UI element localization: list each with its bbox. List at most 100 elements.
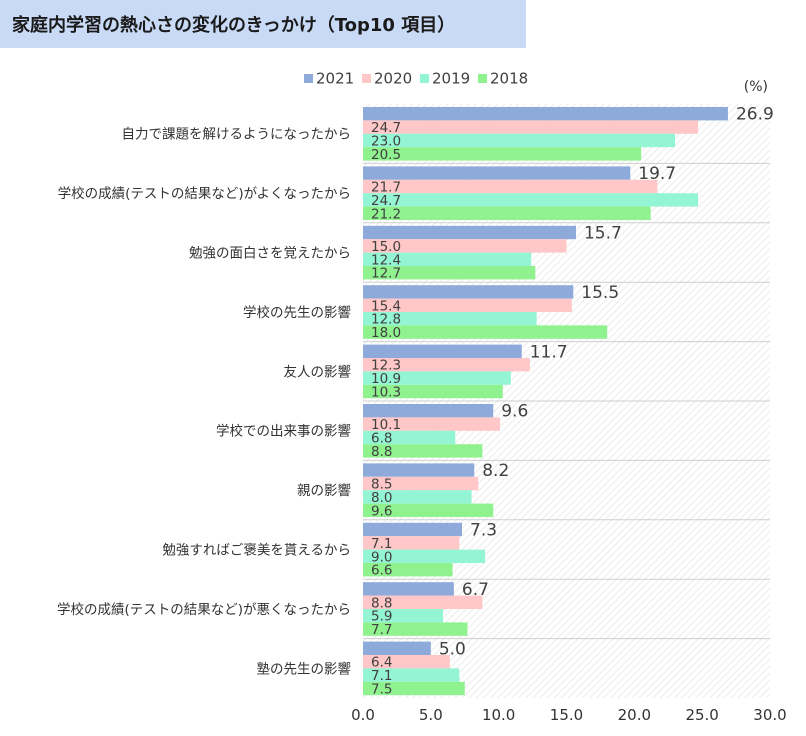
x-tick-label: 15.0 (550, 706, 583, 724)
data-label: 12.4 (371, 252, 401, 268)
legend-label: 2020 (374, 70, 412, 88)
bar-2019 (363, 668, 460, 682)
category-label: 塾の先生の影響 (257, 660, 352, 677)
data-label: 9.6 (501, 402, 528, 422)
bar-2019 (363, 312, 537, 326)
data-label: 15.7 (584, 224, 622, 244)
data-label: 10.1 (371, 417, 401, 433)
data-label: 15.0 (371, 239, 401, 255)
bar-2019 (363, 193, 699, 207)
bar-2021 (363, 641, 431, 655)
data-label: 6.4 (371, 655, 392, 671)
data-label: 26.9 (736, 105, 774, 125)
bar-2018 (363, 266, 536, 280)
data-label: 15.4 (371, 298, 401, 314)
data-label: 10.3 (371, 385, 401, 401)
data-label: 23.0 (371, 134, 401, 150)
data-label: 8.8 (371, 444, 392, 460)
bar-2021 (363, 582, 454, 596)
bar-2019 (363, 549, 486, 563)
x-tick-label: 10.0 (482, 706, 515, 724)
bar-2021 (363, 463, 475, 477)
data-label: 8.5 (371, 477, 392, 493)
bar-2019 (363, 490, 472, 504)
bar-2018 (363, 444, 483, 458)
x-tick-label: 25.0 (685, 706, 718, 724)
data-label: 7.1 (371, 536, 392, 552)
data-label: 24.7 (371, 120, 401, 136)
bar-2020 (363, 239, 567, 253)
bar-2021 (363, 522, 463, 537)
unit-label: (%) (744, 79, 768, 95)
legend-label: 2019 (432, 70, 470, 88)
data-label: 9.6 (371, 503, 392, 519)
bar-2019 (363, 430, 456, 445)
bar-2018 (363, 384, 503, 399)
bar-2021 (363, 107, 728, 121)
bar-2020 (363, 595, 483, 609)
data-label: 7.1 (371, 668, 392, 684)
legend-label: 2021 (316, 70, 354, 88)
bar-2020 (363, 358, 530, 372)
data-label: 7.3 (470, 521, 497, 541)
category-label: 学校の成績(テストの結果など)が悪くなったから (57, 601, 351, 618)
data-label: 18.0 (371, 325, 401, 341)
category-label: 勉強の面白さを覚えたから (189, 246, 351, 262)
bar-2021 (363, 225, 576, 240)
data-label: 6.7 (462, 580, 489, 600)
data-label: 19.7 (638, 164, 676, 184)
bar-2021 (363, 166, 631, 180)
data-label: 6.8 (371, 431, 392, 447)
bar-2021 (363, 344, 522, 358)
bar-2018 (363, 622, 468, 636)
legend-label: 2018 (490, 70, 528, 88)
x-tick-label: 0.0 (351, 706, 375, 724)
data-label: 12.3 (371, 358, 401, 374)
category-label: 親の影響 (297, 482, 351, 499)
bar-2018 (363, 206, 651, 220)
data-label: 5.0 (439, 639, 466, 659)
x-tick-label: 5.0 (419, 706, 443, 724)
x-tick-label: 30.0 (753, 706, 786, 724)
bar-2019 (363, 133, 676, 148)
bar-2019 (363, 371, 511, 385)
data-label: 7.7 (371, 622, 392, 638)
bar-2019 (363, 252, 532, 266)
data-label: 12.7 (371, 266, 401, 282)
bar-2018 (363, 325, 608, 339)
bar-2020 (363, 476, 479, 491)
bar-2018 (363, 147, 642, 161)
data-label: 24.7 (371, 193, 401, 209)
category-label: 友人の影響 (284, 363, 352, 380)
legend-swatch (420, 74, 429, 83)
data-label: 21.2 (371, 206, 401, 222)
legend-swatch (362, 74, 371, 83)
bar-2020 (363, 417, 501, 431)
bar-2020 (363, 536, 460, 550)
data-label: 7.5 (371, 682, 392, 698)
data-label: 9.0 (371, 549, 392, 565)
data-label: 15.5 (581, 283, 619, 303)
bar-2020 (363, 298, 572, 312)
data-label: 10.9 (371, 371, 401, 387)
data-label: 12.8 (371, 312, 401, 328)
category-label: 学校の成績(テストの結果など)がよくなったから (58, 185, 351, 202)
category-label: 学校の先生の影響 (243, 304, 351, 321)
bar-2020 (363, 179, 658, 194)
category-label: 勉強すればご褒美を貰えるから (162, 543, 351, 559)
data-label: 8.2 (482, 461, 509, 481)
data-label: 8.8 (371, 595, 392, 611)
legend-swatch (478, 74, 487, 83)
bar-2021 (363, 404, 494, 418)
x-tick-label: 20.0 (618, 706, 651, 724)
category-label: 自力で課題を解けるようになったから (122, 127, 352, 143)
data-label: 8.0 (371, 490, 392, 506)
bar-2018 (363, 681, 465, 696)
data-label: 20.5 (371, 147, 401, 163)
bar-2018 (363, 563, 453, 577)
data-label: 11.7 (530, 342, 568, 362)
bar-2021 (363, 285, 574, 299)
bar-2020 (363, 655, 450, 669)
bar-2019 (363, 609, 444, 623)
title-box: 家庭内学習の熱心さの変化のきっかけ（Top10 項目） (0, 0, 526, 48)
